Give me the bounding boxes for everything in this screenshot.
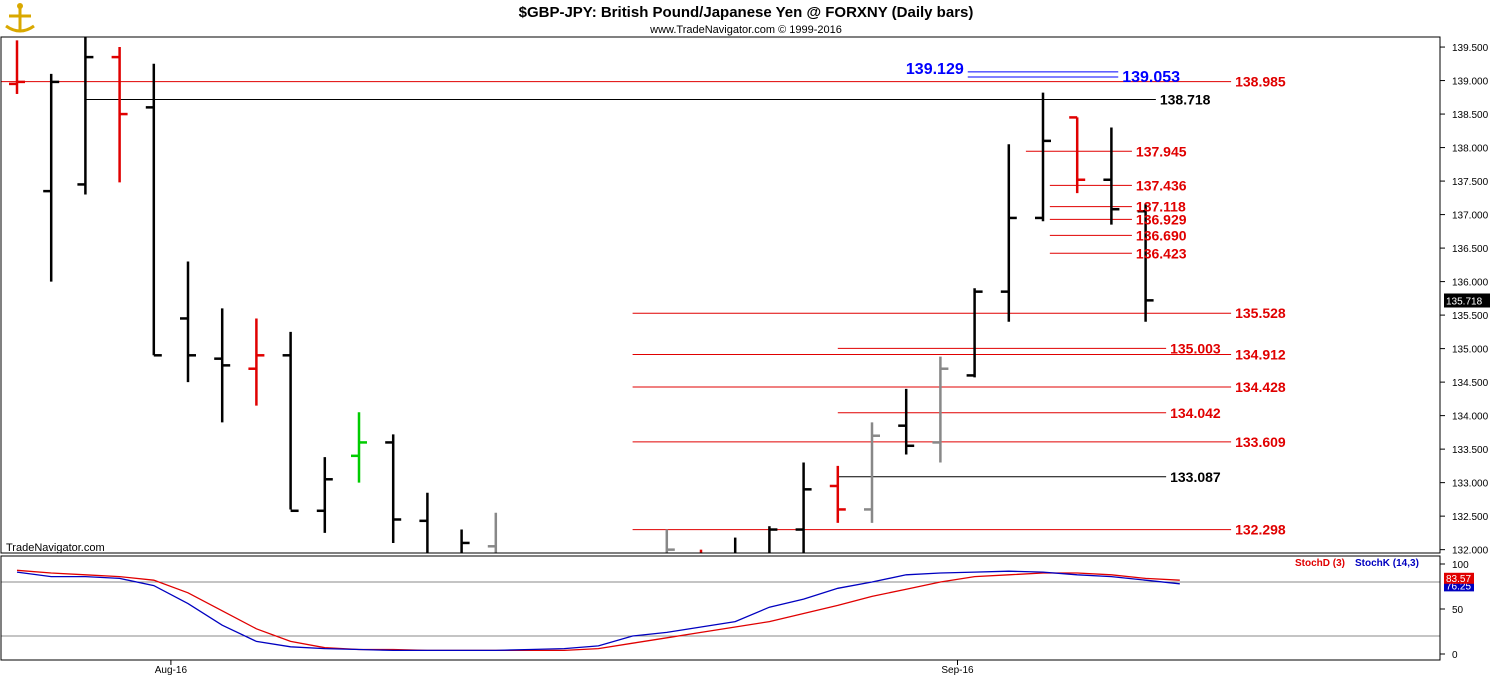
price-tick-label: 135.500: [1452, 311, 1489, 322]
stochD-value-label: 83.57: [1446, 574, 1471, 585]
level-label: 135.528: [1235, 305, 1286, 321]
stoch-tick-label: 50: [1452, 605, 1464, 616]
level-label: 137.945: [1136, 143, 1187, 159]
price-axis: 132.000 132.500 133.000 133.500 134.000 134.5…: [1440, 43, 1490, 557]
level-label: 134.912: [1235, 347, 1286, 363]
price-tick-label: 132.000: [1452, 546, 1489, 557]
level-label: 136.423: [1136, 245, 1187, 261]
price-tick-label: 135.000: [1452, 345, 1489, 356]
watermark: TradeNavigator.com: [6, 542, 105, 554]
stoch-panel-border: [0, 555, 1441, 661]
price-tick-label: 138.000: [1452, 144, 1489, 155]
stochD-value-box: [1444, 572, 1474, 584]
level-label: 132.298: [1235, 522, 1286, 538]
price-tick-label: 133.000: [1452, 479, 1489, 490]
stochD-line: [16, 569, 1180, 652]
level-label: 139.053: [1122, 69, 1180, 86]
stochD-legend: StochD (3): [1295, 558, 1345, 569]
price-tick-label: 136.000: [1452, 278, 1489, 289]
price-tick-label: 137.000: [1452, 211, 1489, 222]
date-tick-label: Sep-16: [941, 665, 974, 676]
chart-subtitle: www.TradeNavigator.com © 1999-2016: [649, 24, 842, 36]
level-label: 136.690: [1136, 227, 1187, 243]
stoch-lines: [16, 569, 1180, 652]
level-label: 133.609: [1235, 434, 1286, 450]
last-price-label: 135.718: [1446, 296, 1483, 307]
level-label: 133.087: [1170, 469, 1221, 485]
last-price-box: [1444, 293, 1490, 308]
level-label: 138.718: [1160, 91, 1211, 107]
price-bars: [9, 37, 1154, 553]
stoch-tick-label: 100: [1452, 560, 1469, 571]
price-tick-label: 138.500: [1452, 110, 1489, 121]
stochK-legend: StochK (14,3): [1355, 558, 1419, 569]
price-levels: [1, 71, 1232, 531]
stochK-value-label: 76.25: [1446, 581, 1471, 592]
price-tick-label: 133.500: [1452, 445, 1489, 456]
date-tick-label: Aug-16: [155, 665, 188, 676]
stochK-line: [16, 570, 1180, 652]
price-panel-border: [0, 36, 1441, 554]
level-label: 137.436: [1136, 177, 1187, 193]
stoch-tick-label: 0: [1452, 650, 1458, 661]
price-tick-label: 136.500: [1452, 244, 1489, 255]
level-label: 134.428: [1235, 379, 1286, 395]
logo-icon: [2, 2, 38, 36]
price-tick-label: 132.500: [1452, 512, 1489, 523]
price-tick-label: 139.500: [1452, 43, 1489, 54]
level-label: 134.042: [1170, 405, 1221, 421]
level-label: 136.929: [1136, 211, 1187, 227]
chart-title: $GBP-JPY: British Pound/Japanese Yen @ F…: [519, 4, 974, 21]
price-tick-label: 137.500: [1452, 177, 1489, 188]
price-tick-label: 139.000: [1452, 77, 1489, 88]
price-tick-label: 134.000: [1452, 412, 1489, 423]
chart-frame: [0, 36, 1441, 661]
level-label: 139.129: [906, 61, 964, 78]
stochK-value-box: [1444, 580, 1474, 592]
price-tick-label: 134.500: [1452, 378, 1489, 389]
level-label: 135.003: [1170, 340, 1221, 356]
date-axis: Aug-16 Sep-16: [155, 660, 974, 676]
level-label: 137.118: [1136, 199, 1186, 215]
level-label: 138.985: [1235, 74, 1286, 90]
